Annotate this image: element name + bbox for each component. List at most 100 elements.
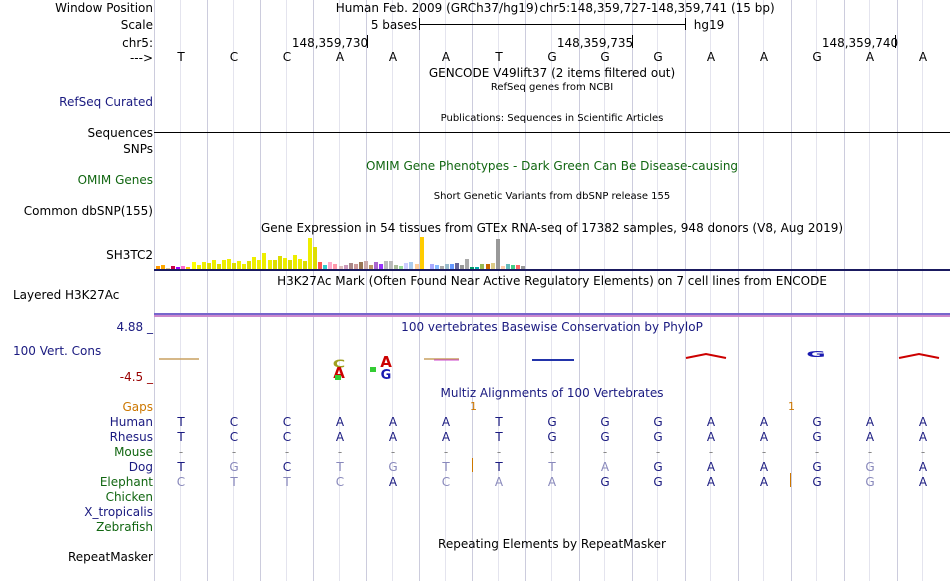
sequences-track-label[interactable]: Sequences xyxy=(87,126,153,140)
gtex-tissue-bar[interactable] xyxy=(394,265,399,269)
gtex-tissue-bar[interactable] xyxy=(505,264,510,269)
gtex-tissue-bar[interactable] xyxy=(257,260,262,269)
repeatmasker-track-label[interactable]: RepeatMasker xyxy=(67,550,153,564)
gtex-tissue-bar[interactable] xyxy=(267,260,272,269)
gtex-tissue-bar[interactable] xyxy=(211,260,216,269)
gtex-tissue-bar[interactable] xyxy=(348,263,353,269)
omim-track-label[interactable]: OMIM Genes xyxy=(77,173,153,187)
gtex-tissue-bar[interactable] xyxy=(419,237,424,269)
gtex-tissue-bar[interactable] xyxy=(373,262,378,269)
gtex-tissue-bar[interactable] xyxy=(409,262,414,269)
gtex-tissue-bar[interactable] xyxy=(343,265,348,269)
gtex-tissue-bar[interactable] xyxy=(191,262,196,269)
gtex-tissue-bar[interactable] xyxy=(262,253,267,269)
gtex-tissue-bar[interactable] xyxy=(272,260,277,269)
gtex-tissue-bar[interactable] xyxy=(424,267,429,269)
gtex-tissue-bar[interactable] xyxy=(414,264,419,269)
gtex-tissue-bar[interactable] xyxy=(358,262,363,269)
gtex-tissue-bar[interactable] xyxy=(247,261,252,269)
gtex-tissue-bar[interactable] xyxy=(389,261,394,269)
snps-track-label[interactable]: SNPs xyxy=(123,142,153,156)
gtex-tissue-bar[interactable] xyxy=(221,260,226,269)
gtex-tissue-bar[interactable] xyxy=(201,262,206,269)
gtex-tissue-bar[interactable] xyxy=(166,268,171,269)
gap-bar xyxy=(790,473,791,487)
aligned-base: A xyxy=(918,460,928,474)
gtex-tissue-bar[interactable] xyxy=(363,261,368,269)
gtex-tissue-bar[interactable] xyxy=(495,239,500,269)
gtex-tissue-bar[interactable] xyxy=(439,266,444,269)
gtex-tissue-bar[interactable] xyxy=(353,264,358,269)
gtex-tissue-bar[interactable] xyxy=(232,263,237,269)
gtex-tissue-bar[interactable] xyxy=(156,266,161,269)
gtex-tissue-bar[interactable] xyxy=(227,259,232,269)
h3k27ac-track-title[interactable]: H3K27Ac Mark (Often Found Near Active Re… xyxy=(277,274,827,288)
gtex-tissue-bar[interactable] xyxy=(328,262,333,269)
gtex-tissue-bar[interactable] xyxy=(500,266,505,269)
h3k27ac-track-label[interactable]: Layered H3K27Ac xyxy=(13,288,120,302)
phylop-logo-plot[interactable]: C A A G G xyxy=(154,345,950,385)
gtex-tissue-bar[interactable] xyxy=(434,265,439,269)
gtex-tissue-bar[interactable] xyxy=(490,263,495,269)
gtex-tissue-bar[interactable] xyxy=(465,259,470,269)
gtex-tissue-bar[interactable] xyxy=(171,266,176,269)
track-data-panel[interactable]: Human Feb. 2009 (GRCh37/hg19) chr5:148,3… xyxy=(154,0,950,581)
conservation-track-label[interactable]: 100 Vert. Cons xyxy=(13,344,102,358)
gtex-tissue-bar[interactable] xyxy=(297,259,302,269)
gtex-tissue-bar[interactable] xyxy=(287,260,292,269)
gtex-tissue-bar[interactable] xyxy=(216,264,221,269)
gtex-tissue-bar[interactable] xyxy=(277,256,282,269)
refseq-track-title[interactable]: RefSeq genes from NCBI xyxy=(490,82,614,93)
gtex-tissue-bar[interactable] xyxy=(515,265,520,269)
gtex-tissue-bar[interactable] xyxy=(404,263,409,269)
dbsnp-track-label[interactable]: Common dbSNP(155) xyxy=(23,204,153,218)
aligned-base: C xyxy=(282,460,292,474)
gtex-tissue-bar[interactable] xyxy=(176,267,181,269)
gtex-tissue-bar[interactable] xyxy=(323,265,328,269)
gtex-tissue-bar[interactable] xyxy=(313,247,318,269)
gencode-track-title[interactable]: GENCODE V49lift37 (2 items filtered out) xyxy=(428,66,676,80)
species-label-zebrafish: Zebrafish xyxy=(96,520,153,534)
gtex-tissue-bar[interactable] xyxy=(242,264,247,269)
gtex-tissue-bar[interactable] xyxy=(206,263,211,269)
gtex-tissue-bar[interactable] xyxy=(485,264,490,269)
strand-label[interactable]: ---> xyxy=(129,51,153,65)
gtex-track-title[interactable]: Gene Expression in 54 tissues from GTEx … xyxy=(260,221,844,235)
gtex-tissue-bar[interactable] xyxy=(333,264,338,269)
refseq-track-label[interactable]: RefSeq Curated xyxy=(59,95,153,109)
gtex-tissue-bar[interactable] xyxy=(161,265,166,269)
gtex-gene-label[interactable]: SH3TC2 xyxy=(106,248,153,262)
gtex-tissue-bar[interactable] xyxy=(399,266,404,269)
multiz-track-title[interactable]: Multiz Alignments of 100 Vertebrates xyxy=(440,386,664,400)
gtex-tissue-bar[interactable] xyxy=(384,261,389,269)
gtex-tissue-bar[interactable] xyxy=(379,264,384,269)
gtex-tissue-bar[interactable] xyxy=(460,265,465,269)
gtex-tissue-bar[interactable] xyxy=(429,264,434,269)
gtex-tissue-bar[interactable] xyxy=(475,267,480,269)
gtex-tissue-bar[interactable] xyxy=(292,255,297,269)
gtex-tissue-bar[interactable] xyxy=(318,262,323,269)
gtex-tissue-bar[interactable] xyxy=(480,264,485,269)
gtex-tissue-bar[interactable] xyxy=(520,266,525,269)
gtex-tissue-bar[interactable] xyxy=(252,257,257,269)
omim-track-title[interactable]: OMIM Gene Phenotypes - Dark Green Can Be… xyxy=(365,159,739,173)
gtex-tissue-bar[interactable] xyxy=(455,263,460,269)
gtex-tissue-bar[interactable] xyxy=(450,264,455,269)
gtex-tissue-bar[interactable] xyxy=(282,258,287,269)
gtex-tissue-bar[interactable] xyxy=(303,261,308,269)
gtex-tissue-bar[interactable] xyxy=(368,265,373,269)
gtex-tissue-bar[interactable] xyxy=(181,266,186,269)
gtex-bar-chart[interactable] xyxy=(154,234,950,269)
dbsnp-track-title[interactable]: Short Genetic Variants from dbSNP releas… xyxy=(433,191,671,202)
phylop-track-title[interactable]: 100 vertebrates Basewise Conservation by… xyxy=(401,320,703,334)
gtex-tissue-bar[interactable] xyxy=(338,266,343,269)
gtex-tissue-bar[interactable] xyxy=(308,238,313,269)
gtex-tissue-bar[interactable] xyxy=(444,264,449,269)
gtex-tissue-bar[interactable] xyxy=(196,265,201,269)
gtex-tissue-bar[interactable] xyxy=(510,265,515,269)
publications-track-title[interactable]: Publications: Sequences in Scientific Ar… xyxy=(440,113,664,124)
gtex-tissue-bar[interactable] xyxy=(470,267,475,269)
gtex-tissue-bar[interactable] xyxy=(186,267,191,269)
repeatmasker-track-title[interactable]: Repeating Elements by RepeatMasker xyxy=(438,537,666,551)
gtex-tissue-bar[interactable] xyxy=(237,261,242,269)
